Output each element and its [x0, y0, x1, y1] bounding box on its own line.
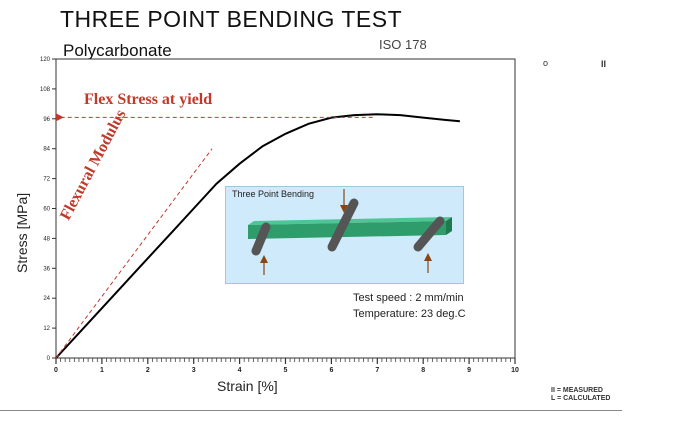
y-tick-label: 48 [43, 236, 50, 242]
left-support-pin [251, 222, 271, 256]
y-axis-label: Stress [MPa] [14, 192, 30, 273]
x-tick-label: 1 [100, 367, 104, 374]
x-tick-label: 8 [421, 367, 425, 374]
x-tick-label: 2 [146, 367, 150, 374]
chart-title: THREE POINT BENDING TEST [60, 6, 403, 32]
x-tick-label: 10 [511, 367, 519, 374]
legend-calculated: L = CALCULATED [551, 395, 611, 402]
y-tick-label: 60 [43, 207, 50, 213]
flex-stress-annotation: Flex Stress at yield [84, 91, 213, 108]
y-tick-label: 120 [40, 57, 51, 63]
x-tick-label: 4 [238, 367, 242, 374]
y-tick-label: 12 [43, 326, 50, 332]
bottom-divider [0, 410, 622, 411]
y-tick-label: 84 [43, 147, 50, 153]
x-tick-label: 9 [467, 367, 471, 374]
y-tick-label: 24 [43, 296, 50, 302]
legend-bars-symbol: II [601, 59, 607, 69]
x-tick-label: 6 [329, 367, 333, 374]
beam-front [248, 221, 446, 239]
beam-side [446, 217, 452, 235]
y-tick-label: 72 [43, 177, 50, 183]
annotations [55, 113, 373, 359]
y-tick-label: 96 [43, 117, 50, 123]
material-subtitle: Polycarbonate [63, 41, 172, 60]
y-tick-label: 36 [43, 266, 50, 272]
x-tick-label: 7 [375, 367, 379, 374]
modulus-tangent-line [55, 148, 213, 359]
y-tick-label: 0 [47, 356, 51, 362]
legend-measured: II = MEASURED [551, 387, 603, 394]
x-axis-label: Strain [%] [217, 378, 278, 394]
y-tick-label: 108 [40, 87, 51, 93]
bending-illustration [248, 189, 452, 275]
legend-circle-symbol: o [543, 58, 549, 68]
x-tick-label: 0 [54, 367, 58, 374]
stress-strain-curve [55, 113, 460, 359]
inset-title: Three Point Bending [232, 189, 315, 199]
x-tick-label: 5 [284, 367, 288, 374]
temperature-label: Temperature: 23 deg.C [353, 308, 466, 320]
series [55, 113, 460, 359]
right-support-pin [413, 216, 445, 252]
standard-label: ISO 178 [379, 37, 427, 52]
center-pin [327, 198, 359, 252]
test-speed-label: Test speed : 2 mm/min [353, 292, 464, 304]
x-tick-label: 3 [192, 367, 196, 374]
three-point-bending-inset [225, 186, 464, 284]
